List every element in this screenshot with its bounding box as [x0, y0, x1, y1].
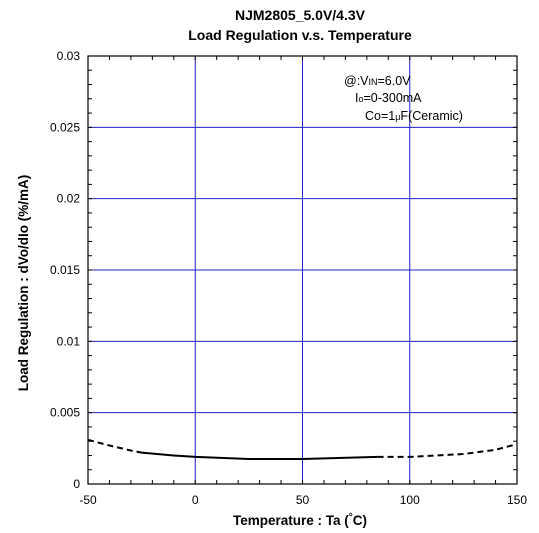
annotation-co: Co=1μF(Ceramic) — [365, 109, 463, 123]
y-tick-label: 0.02 — [57, 192, 81, 206]
x-tick-label: 0 — [192, 493, 199, 507]
chart-title: NJM2805_5.0V/4.3V — [235, 7, 366, 23]
x-tick-label: -50 — [79, 493, 97, 507]
y-tick-label: 0.015 — [50, 263, 80, 277]
series-segment-dashed — [377, 443, 518, 458]
series-line — [87, 438, 518, 460]
x-tick-label: 150 — [507, 493, 527, 507]
series-segment-dashed — [87, 438, 142, 454]
x-axis-label: Temperature : Ta (°C) — [233, 512, 367, 528]
x-tick-label: 100 — [400, 493, 420, 507]
y-tick-label: 0.005 — [50, 406, 80, 420]
y-tick-label: 0.03 — [57, 49, 81, 63]
tick-labels: -50 0 50 100 150 0 0.005 0.01 0.015 0.02 0.025 0.03 — [50, 49, 527, 507]
y-tick-label: 0.025 — [50, 120, 80, 134]
annotation-vin: @:VIN=6.0V — [344, 74, 411, 88]
minor-ticks — [87, 55, 518, 485]
y-tick-label: 0 — [73, 477, 80, 491]
x-tick-label: 50 — [296, 493, 310, 507]
series-segment-solid — [141, 451, 378, 460]
y-axis-label: Load Regulation : dVo/dIo (%/mA) — [16, 175, 31, 391]
annotation-io: Io=0-300mA — [355, 91, 422, 105]
chart-subtitle: Load Regulation v.s. Temperature — [188, 27, 412, 43]
y-tick-label: 0.01 — [57, 334, 81, 348]
